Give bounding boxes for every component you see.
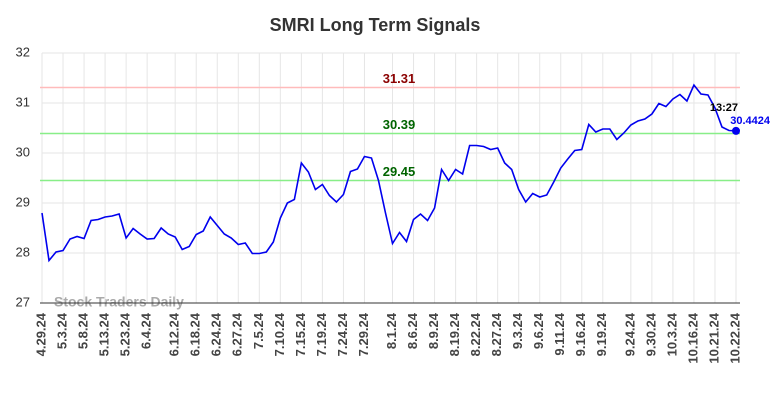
x-tick-label: 9.16.24 bbox=[573, 312, 588, 356]
y-tick-label: 30 bbox=[16, 144, 30, 159]
x-tick-label: 5.23.24 bbox=[118, 312, 133, 356]
x-tick-label: 5.13.24 bbox=[97, 312, 112, 356]
price-line bbox=[41, 83, 737, 263]
x-tick-label: 7.10.24 bbox=[272, 312, 287, 356]
x-tick-label: 8.6.24 bbox=[405, 312, 420, 349]
signal-label: 29.45 bbox=[383, 164, 416, 179]
x-tick-label: 7.29.24 bbox=[356, 312, 371, 356]
x-tick-label: 9.11.24 bbox=[552, 312, 567, 355]
x-tick-label: 7.24.24 bbox=[335, 312, 350, 356]
x-tick-label: 6.4.24 bbox=[139, 312, 154, 349]
y-tick-label: 32 bbox=[16, 44, 30, 59]
x-tick-label: 8.9.24 bbox=[426, 312, 441, 349]
x-tick-label: 8.27.24 bbox=[489, 312, 504, 356]
x-tick-label: 5.3.24 bbox=[54, 312, 69, 349]
x-tick-label: 7.5.24 bbox=[251, 312, 266, 349]
x-tick-label: 10.3.24 bbox=[664, 312, 679, 356]
x-tick-label: 8.1.24 bbox=[384, 312, 399, 349]
x-tick-label: 6.18.24 bbox=[188, 312, 203, 356]
y-tick-label: 28 bbox=[16, 244, 30, 259]
x-tick-label: 9.3.24 bbox=[510, 312, 525, 349]
x-tick-label: 7.19.24 bbox=[314, 312, 329, 356]
last-point bbox=[732, 126, 740, 135]
x-tick-label: 8.22.24 bbox=[468, 312, 483, 356]
chart-title: SMRI Long Term Signals bbox=[270, 15, 481, 35]
y-tick-label: 29 bbox=[16, 194, 30, 209]
x-tick-label: 5.8.24 bbox=[75, 312, 90, 349]
x-tick-label: 7.15.24 bbox=[293, 312, 308, 356]
x-tick-label: 9.19.24 bbox=[594, 312, 609, 356]
last-time: 13:27 bbox=[710, 102, 738, 114]
x-tick-label: 10.22.24 bbox=[727, 312, 742, 363]
watermark: Stock Traders Daily bbox=[54, 294, 184, 310]
x-tick-label: 6.12.24 bbox=[167, 312, 182, 356]
y-tick-label: 31 bbox=[16, 94, 30, 109]
x-tick-label: 9.24.24 bbox=[622, 312, 637, 356]
x-tick-label: 6.24.24 bbox=[209, 312, 224, 356]
x-tick-label: 9.30.24 bbox=[643, 312, 658, 356]
x-tick-label: 6.27.24 bbox=[230, 312, 245, 356]
x-tick-label: 8.19.24 bbox=[447, 312, 462, 356]
x-tick-label: 10.16.24 bbox=[685, 312, 700, 363]
signal-label: 31.31 bbox=[383, 71, 416, 86]
x-tick-label: 10.21.24 bbox=[706, 312, 721, 363]
x-tick-label: 9.6.24 bbox=[531, 312, 546, 349]
last-value: 30.4424 bbox=[730, 115, 771, 127]
y-tick-label: 27 bbox=[16, 294, 30, 309]
x-tick-label: 4.29.24 bbox=[33, 312, 48, 356]
signal-label: 30.39 bbox=[383, 117, 416, 132]
